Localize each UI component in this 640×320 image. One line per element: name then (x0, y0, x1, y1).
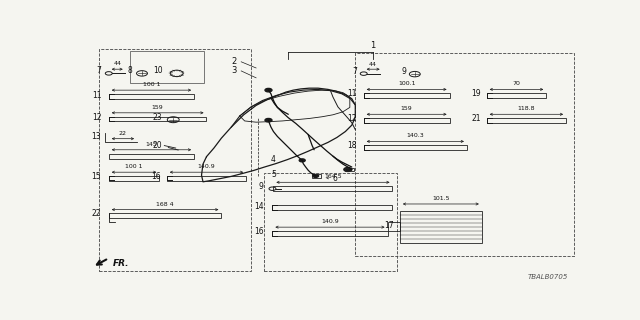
Text: 10: 10 (154, 66, 163, 75)
Bar (355, 53, 573, 256)
Text: 159: 159 (152, 105, 163, 110)
Bar (273, 205, 392, 210)
Text: FR.: FR. (113, 260, 129, 268)
Bar (364, 145, 467, 150)
Text: 22: 22 (119, 131, 127, 136)
Bar (486, 93, 547, 98)
Text: 18: 18 (348, 141, 356, 150)
Bar (109, 176, 159, 180)
Text: 7: 7 (97, 66, 101, 75)
Text: 101.5: 101.5 (432, 196, 449, 201)
Text: 6: 6 (332, 174, 337, 183)
Text: 168 4: 168 4 (156, 202, 174, 207)
Text: 140.3: 140.3 (406, 133, 424, 139)
Text: 11: 11 (348, 89, 356, 98)
Bar (109, 213, 221, 218)
Text: 23: 23 (153, 113, 163, 122)
Text: 21: 21 (471, 114, 481, 123)
Text: TBALB0705: TBALB0705 (528, 274, 568, 280)
Text: 11: 11 (92, 91, 101, 100)
Circle shape (265, 88, 272, 92)
Text: 3: 3 (231, 67, 236, 76)
Text: 100 1: 100 1 (143, 82, 160, 87)
Bar (109, 94, 194, 99)
Text: 15: 15 (92, 172, 101, 181)
Circle shape (300, 159, 305, 162)
Text: 9: 9 (401, 67, 406, 76)
Bar (109, 154, 194, 159)
Text: 145: 145 (145, 142, 157, 147)
Text: 12: 12 (92, 113, 101, 122)
Text: 100.1: 100.1 (398, 82, 415, 86)
Bar (388, 222, 400, 231)
Bar (99, 50, 251, 271)
Text: 7: 7 (352, 67, 356, 76)
Bar (273, 231, 388, 236)
Bar (400, 211, 482, 243)
Text: 16: 16 (151, 172, 161, 181)
Bar (312, 174, 321, 178)
Text: 14: 14 (254, 202, 264, 211)
Bar (346, 167, 354, 172)
Bar (129, 51, 204, 83)
Text: 159: 159 (401, 106, 413, 111)
Bar (486, 118, 566, 123)
Text: 13: 13 (92, 132, 101, 141)
Text: 17: 17 (385, 221, 394, 230)
Circle shape (265, 118, 272, 122)
Bar (109, 116, 207, 121)
Circle shape (312, 174, 319, 177)
Text: 140.9: 140.9 (321, 219, 339, 224)
Text: 44: 44 (369, 62, 377, 67)
Text: 118.8: 118.8 (518, 106, 535, 111)
Text: 5: 5 (271, 170, 276, 179)
Circle shape (344, 167, 352, 172)
Text: 9: 9 (259, 182, 264, 191)
Text: 100 1: 100 1 (125, 164, 143, 169)
Text: 44: 44 (113, 61, 121, 66)
Text: 20: 20 (153, 141, 163, 150)
Bar (167, 176, 246, 180)
Text: 12: 12 (348, 114, 356, 123)
Text: 164.5: 164.5 (324, 174, 342, 179)
Text: 2: 2 (231, 57, 236, 66)
Text: 70: 70 (513, 82, 520, 86)
Text: 4: 4 (271, 155, 276, 164)
Bar (264, 173, 397, 271)
Text: 140.9: 140.9 (198, 164, 215, 169)
Bar (364, 93, 449, 98)
Text: 8: 8 (127, 66, 132, 75)
Text: 19: 19 (471, 89, 481, 98)
Bar (273, 186, 392, 191)
Text: 22: 22 (92, 209, 101, 218)
Text: 1: 1 (370, 41, 375, 50)
Text: 16: 16 (254, 227, 264, 236)
Bar (364, 118, 449, 123)
